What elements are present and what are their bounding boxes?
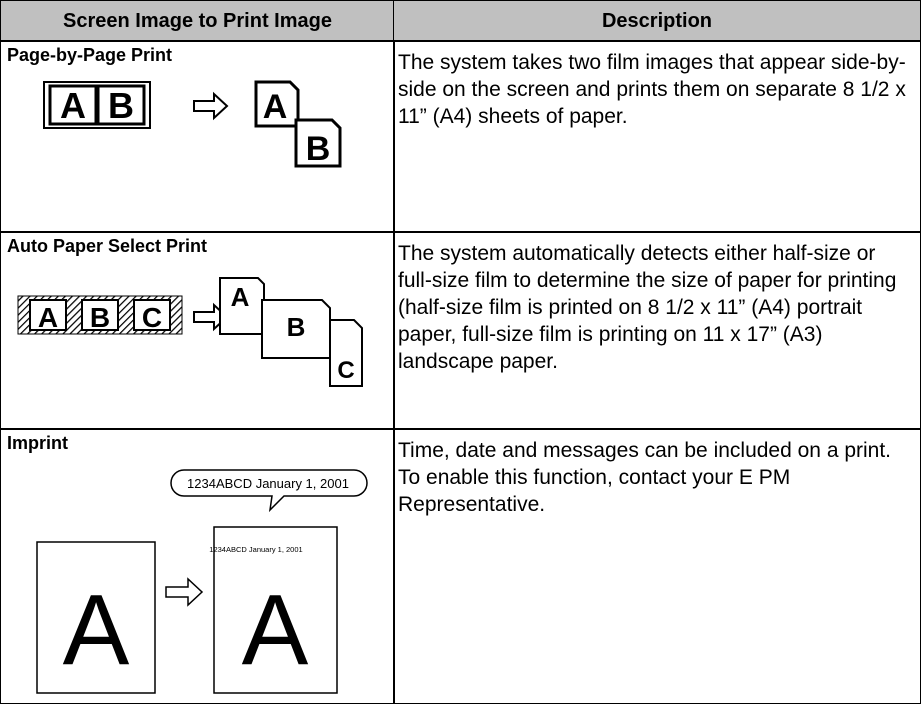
- letter: A: [38, 302, 58, 333]
- row-title: Imprint: [7, 433, 68, 453]
- auto-paper-illustration: A B C A B C: [17, 277, 363, 387]
- letter: B: [108, 85, 134, 126]
- letter: A: [63, 574, 130, 686]
- description: The system automatically detects either …: [398, 242, 897, 373]
- row-title: Page-by-Page Print: [7, 45, 173, 65]
- cell: Page-by-Page Print: [0, 40, 395, 233]
- letter: B: [306, 130, 331, 168]
- letter: C: [142, 302, 162, 333]
- letter: C: [337, 357, 354, 384]
- letter: A: [60, 85, 86, 126]
- cell: Auto Paper Select Print: [0, 231, 395, 430]
- letter: A: [231, 282, 250, 312]
- description: Time, date and messages can be included …: [398, 439, 892, 516]
- illustrations: A B A B A B C A B C 1234AB: [17, 80, 368, 694]
- page-by-page-illustration: A B A B: [43, 80, 342, 168]
- callout-text: 1234ABCD January 1, 2001: [187, 476, 349, 491]
- row-title: Auto Paper Select Print: [7, 236, 208, 256]
- header-text: Description: [601, 9, 713, 32]
- header-cell: Screen Image to Print Image: [0, 0, 395, 42]
- header-text: Screen Image to Print Image: [63, 9, 332, 32]
- description: The system takes two film images that ap…: [398, 51, 906, 128]
- letter: A: [263, 88, 288, 126]
- imprint-text: 1234ABCD January 1, 2001: [209, 545, 302, 554]
- header-cell: Description: [393, 0, 921, 42]
- letter: B: [287, 312, 306, 342]
- imprint-illustration: 1234ABCD January 1, 2001 A 1234ABCD Janu…: [36, 469, 368, 694]
- letter: B: [90, 302, 110, 333]
- letter: A: [242, 574, 309, 686]
